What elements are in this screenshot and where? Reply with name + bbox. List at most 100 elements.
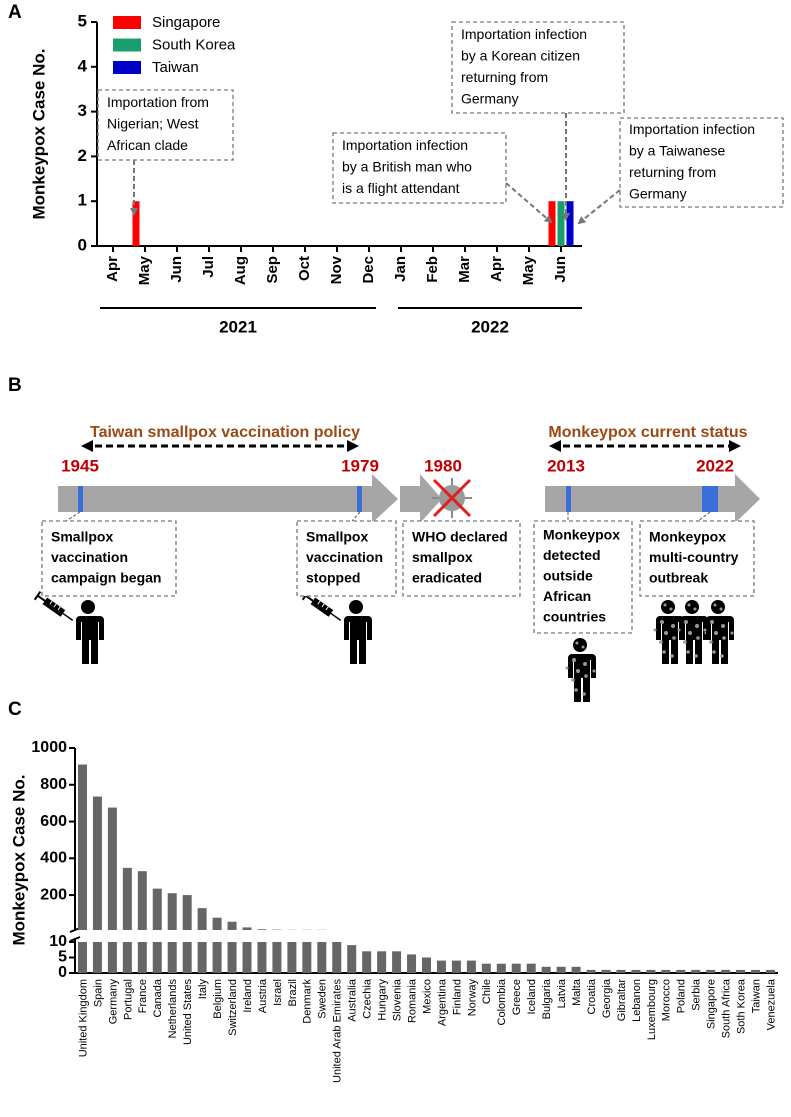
x-tick-label: Mar (456, 256, 473, 283)
x-tick-label: Greece (511, 979, 523, 1015)
x-tick-label: Portugal (122, 979, 134, 1020)
bar (466, 960, 476, 973)
year-label: 2022 (696, 456, 734, 475)
x-tick-label: Belgium (212, 979, 224, 1019)
bar (122, 867, 132, 930)
infected-person-icon (677, 600, 708, 664)
x-tick-label: Jul (200, 256, 217, 278)
bar (182, 895, 192, 930)
annotation-text: Smallpox (306, 529, 368, 545)
annotation-text: by a Taiwanese (629, 142, 725, 158)
timeline-arrows (33, 440, 760, 702)
y-tick-label: 3 (78, 101, 87, 120)
panel-label: C (8, 699, 22, 720)
annotation-text: detected (543, 547, 601, 563)
y-tick-label: 1 (78, 191, 87, 210)
bar (362, 951, 372, 973)
bar (541, 966, 551, 973)
legend-swatch (113, 16, 141, 29)
year-marker (702, 486, 718, 512)
virus-icon (432, 478, 472, 518)
x-tick-label: Malta (571, 978, 583, 1006)
y-tick-label: 5 (78, 11, 87, 30)
x-tick-label: Sep (264, 256, 281, 284)
bar (548, 201, 556, 246)
y-tick-label: 10 (49, 933, 67, 950)
x-tick-label: Sweden (317, 979, 329, 1019)
x-tick-label: Croatia (586, 978, 598, 1014)
x-tick-label: Poland (676, 979, 688, 1013)
y-axis-label: Monkeypox Case No. (29, 49, 48, 220)
bar (107, 942, 117, 973)
x-tick-label: Jan (392, 256, 409, 282)
x-tick-label: Gibraltar (616, 979, 628, 1022)
bar (122, 942, 132, 973)
x-tick-label: Netherlands (167, 979, 179, 1039)
x-tick-label: Luxembourg (646, 979, 658, 1040)
annotation-box (639, 520, 755, 597)
year-label: 1945 (61, 456, 99, 475)
bar (347, 945, 357, 973)
annotation-text: Importation infection (461, 26, 587, 42)
annotation-text: is a flight attendant (342, 180, 460, 196)
x-tick-label: Ireland (242, 979, 254, 1013)
annotation-text: Importation infection (629, 121, 755, 137)
annotation-text: stopped (306, 570, 360, 586)
y-tick-label: 200 (40, 886, 67, 903)
annotation-text: Monkeypox (649, 529, 726, 545)
x-tick-label: Aug (232, 256, 249, 285)
x-tick-label: Canada (152, 978, 164, 1017)
x-tick-label: Mexico (421, 979, 433, 1014)
annotation-arrow (577, 189, 621, 225)
bar (152, 942, 162, 973)
bar (137, 942, 147, 973)
year-label: 1980 (424, 456, 462, 475)
x-tick-label: Israel (272, 979, 284, 1006)
legend-swatch (113, 38, 141, 52)
annotation-text: Germany (461, 90, 519, 106)
annotation-text: vaccination (51, 549, 128, 565)
bar (257, 942, 267, 973)
year-label: 1979 (341, 456, 379, 475)
bar (167, 942, 177, 973)
x-tick-label: Argentina (436, 978, 448, 1026)
bar (332, 942, 342, 973)
x-tick-label: Feb (424, 256, 441, 283)
bar (377, 951, 387, 973)
annotation-text: Nigerian; West (107, 116, 199, 132)
x-tick-label: Switzerland (227, 979, 239, 1036)
annotation-text: by a Korean citizen (461, 47, 580, 63)
annotation-text: vaccination (306, 549, 383, 565)
x-tick-label: Chile (481, 979, 493, 1004)
x-tick-label: Spain (92, 979, 104, 1007)
panel-label: A (8, 2, 22, 23)
bar (77, 764, 87, 930)
x-tick-label: Jun (552, 256, 569, 283)
bar (496, 963, 506, 973)
x-tick-label: Taiwan (750, 979, 762, 1013)
bar (721, 969, 731, 973)
bar (616, 969, 626, 973)
period-label: Taiwan smallpox vaccination policy (90, 424, 360, 441)
annotation-text: returning from (461, 69, 548, 85)
annotation-text: Monkeypox (543, 527, 620, 543)
annotation-box (402, 520, 521, 597)
annotation-text: African clade (107, 137, 188, 153)
x-tick-label: United States (182, 979, 194, 1046)
annotation-text: outbreak (649, 570, 708, 586)
bar (451, 960, 461, 973)
bar (182, 942, 192, 973)
annotation-text: multi-country (649, 549, 739, 565)
bar (242, 942, 252, 973)
bar (557, 201, 565, 246)
x-tick-label: Czechia (362, 978, 374, 1019)
bar (407, 954, 417, 973)
x-tick-label: Norway (466, 979, 478, 1017)
x-tick-label: France (137, 979, 149, 1013)
x-tick-label: Georgia (601, 978, 613, 1018)
x-tick-label: Apr (104, 256, 121, 282)
timeline-arrow (400, 474, 442, 523)
bar (197, 908, 207, 930)
bar (77, 942, 87, 973)
annotation-box (533, 520, 633, 634)
